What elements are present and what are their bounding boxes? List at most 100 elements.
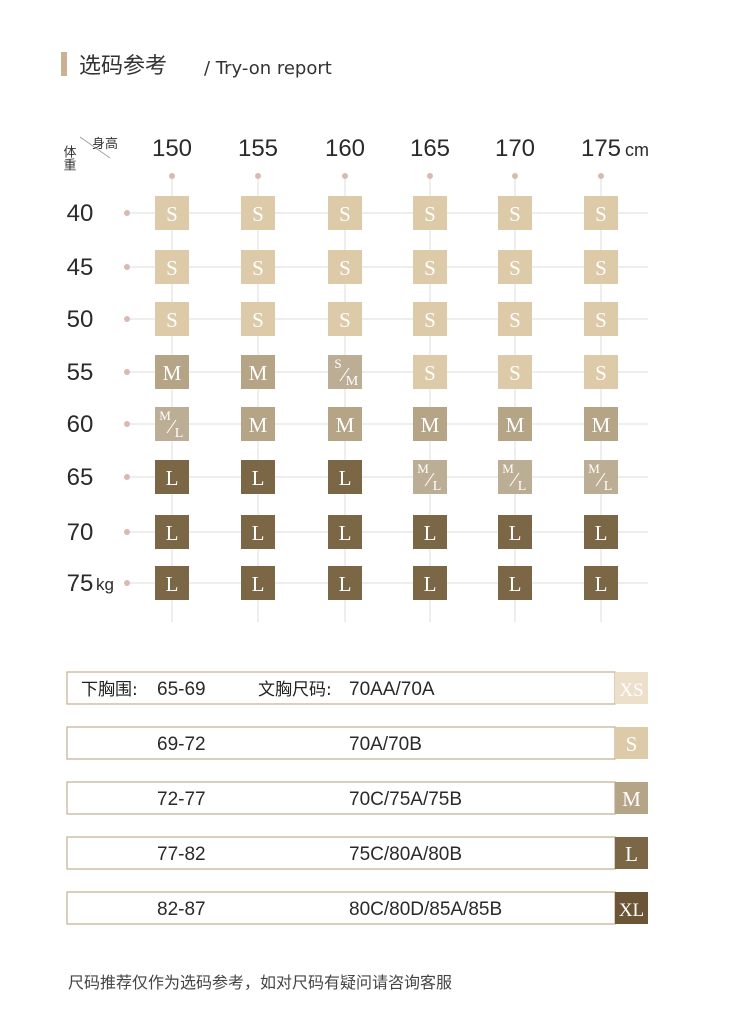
size-cell: [241, 250, 275, 284]
size-letter: M: [592, 413, 611, 437]
weight-value: 55: [67, 359, 94, 386]
size-letter: S: [509, 256, 521, 280]
dot: [512, 173, 518, 179]
dot: [169, 173, 175, 179]
size-cell: [584, 407, 618, 441]
size-cell: [413, 196, 447, 230]
dot: [124, 210, 130, 216]
size-bottom: L: [604, 479, 613, 494]
weight-unit: kg: [96, 575, 114, 594]
size-letter: S: [509, 308, 521, 332]
size-cell: [413, 302, 447, 336]
size-letter: L: [166, 466, 179, 490]
size-slash: [509, 472, 520, 487]
size-cell: [584, 460, 618, 494]
size-cell: [241, 355, 275, 389]
size-letter: L: [424, 521, 437, 545]
subtitle: / Try-on report: [204, 58, 332, 79]
size-letter: S: [252, 202, 264, 226]
size-cell: [584, 196, 618, 230]
weight-value: 40: [67, 200, 94, 227]
size-cell: [155, 460, 189, 494]
size-cell: [413, 460, 447, 494]
size-cell: [498, 355, 532, 389]
size-letter: S: [339, 256, 351, 280]
size-cell: [615, 782, 648, 814]
size-cell: [241, 515, 275, 549]
size-letter: L: [339, 521, 352, 545]
size-letter: XS: [619, 680, 643, 701]
height-unit: cm: [625, 140, 649, 160]
underbust: 72-77: [157, 789, 206, 810]
size-cell: [413, 566, 447, 600]
underbust-label: 下胸围:: [81, 680, 138, 700]
size-slash: [595, 472, 606, 487]
height-label: 身高: [92, 136, 118, 152]
size-cell: [498, 302, 532, 336]
size-cell: [584, 566, 618, 600]
underbust: 77-82: [157, 844, 206, 865]
size-cell: [328, 250, 362, 284]
size-cell: [155, 515, 189, 549]
height-value: 150: [152, 135, 192, 162]
dot: [342, 173, 348, 179]
size-letter: S: [339, 202, 351, 226]
size-letter: M: [163, 361, 182, 385]
size-cell: [498, 407, 532, 441]
size-top: M: [502, 461, 514, 476]
corner-divider: [79, 136, 111, 159]
size-cell: [328, 196, 362, 230]
size-top: M: [417, 461, 429, 476]
size-letter: M: [249, 361, 268, 385]
bra-size: 70A/70B: [349, 734, 422, 755]
dot: [124, 316, 130, 322]
size-slash: [339, 367, 350, 382]
size-letter: L: [166, 572, 179, 596]
size-letter: M: [336, 413, 355, 437]
weight-value: 50: [67, 306, 94, 333]
size-letter: L: [424, 572, 437, 596]
size-letter: S: [595, 256, 607, 280]
size-cell: [498, 515, 532, 549]
size-letter: S: [509, 361, 521, 385]
weight-value: 65: [67, 464, 94, 491]
size-letter: L: [166, 521, 179, 545]
size-cell: [498, 566, 532, 600]
size-letter: S: [626, 732, 638, 756]
size-letter: L: [252, 466, 265, 490]
size-letter: S: [424, 361, 436, 385]
dot: [124, 264, 130, 270]
size-letter: L: [339, 572, 352, 596]
size-cell: [615, 892, 648, 924]
size-cell: [241, 407, 275, 441]
weight-label: 体重: [61, 145, 77, 171]
size-letter: S: [424, 256, 436, 280]
size-cell: [241, 302, 275, 336]
underbust: 65-69: [157, 679, 206, 700]
size-letter: S: [424, 202, 436, 226]
weight-value: 70: [67, 519, 94, 546]
size-bottom: L: [433, 479, 442, 494]
footer-note: 尺码推荐仅作为选码参考，如对尺码有疑问请咨询客服: [68, 973, 452, 992]
underbust: 69-72: [157, 734, 206, 755]
size-letter: S: [424, 308, 436, 332]
height-value: 155: [238, 135, 278, 162]
size-slash: [424, 472, 435, 487]
size-top: M: [159, 408, 171, 423]
size-letter: S: [595, 361, 607, 385]
size-letter: S: [595, 308, 607, 332]
size-cell: [241, 460, 275, 494]
size-slash: [166, 419, 177, 434]
underbust: 82-87: [157, 899, 206, 920]
size-cell: [241, 566, 275, 600]
size-cell: [584, 250, 618, 284]
size-cell: [413, 407, 447, 441]
height-value: 170: [495, 135, 535, 162]
dot: [124, 529, 130, 535]
size-letter: L: [509, 572, 522, 596]
size-letter: M: [622, 787, 641, 811]
size-letter: L: [252, 572, 265, 596]
size-cell: [584, 515, 618, 549]
size-letter: S: [166, 202, 178, 226]
weight-value: 75: [67, 570, 94, 597]
